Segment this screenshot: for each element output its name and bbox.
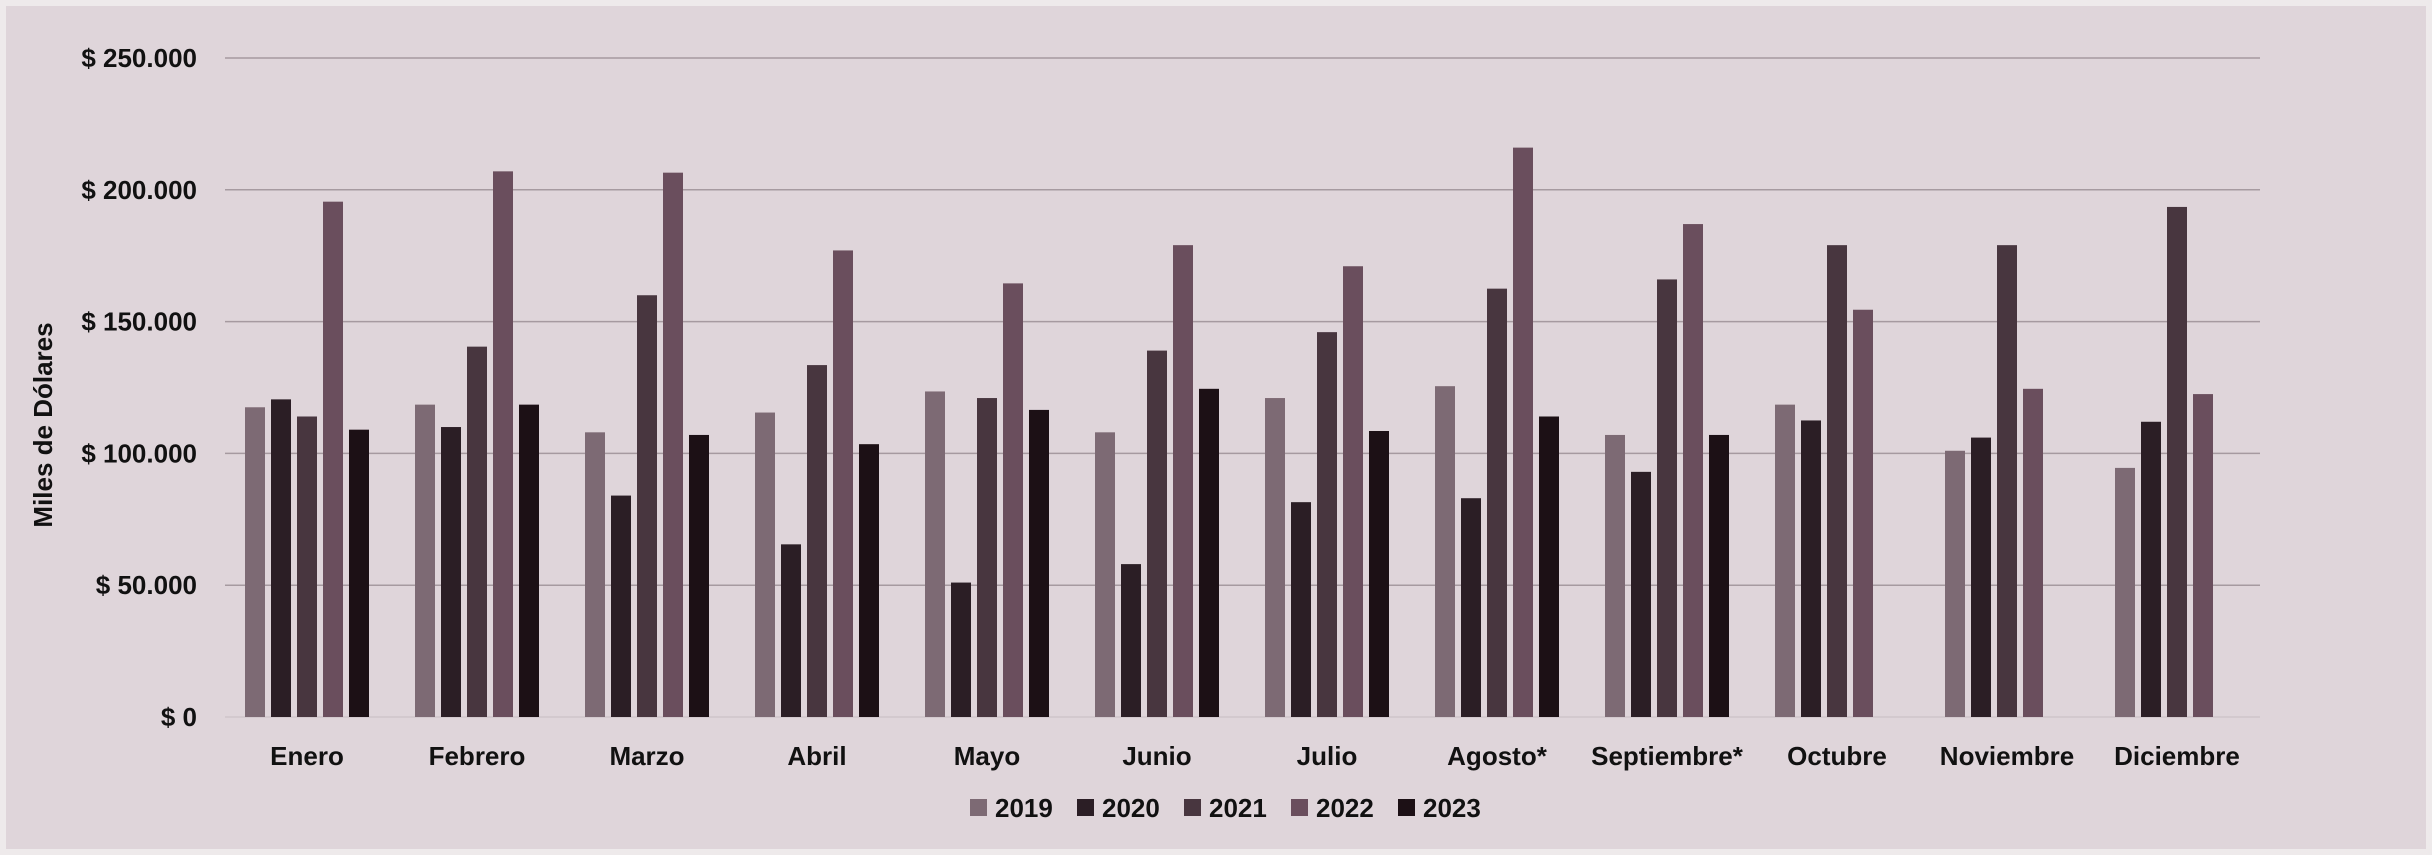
bar-2022-enero — [323, 201, 343, 718]
x-tick-label: Agosto* — [1447, 741, 1548, 771]
bar-2022-abril — [833, 250, 853, 718]
bar-2023-febrero — [519, 404, 539, 717]
bar-2021-octubre — [1827, 245, 1847, 717]
x-tick-label: Abril — [787, 741, 846, 771]
bar-2020-junio — [1121, 564, 1141, 717]
bar-2020-abril — [781, 544, 801, 717]
bar-2021-julio — [1317, 332, 1337, 717]
legend-label-2023: 2023 — [1423, 793, 1481, 823]
bar-2022-agosto — [1513, 147, 1533, 717]
bar-2022-octubre — [1853, 309, 1873, 717]
bar-2019-febrero — [415, 404, 435, 717]
bar-2022-septiembre — [1683, 224, 1703, 717]
bar-2020-enero — [271, 399, 291, 717]
bar-2022-diciembre — [2193, 394, 2213, 717]
bar-2023-septiembre — [1709, 434, 1729, 717]
x-tick-label: Febrero — [429, 741, 526, 771]
x-tick-label: Noviembre — [1940, 741, 2074, 771]
legend-label-2022: 2022 — [1316, 793, 1374, 823]
bar-2019-agosto — [1435, 386, 1455, 717]
y-tick-label: $ 0 — [161, 702, 197, 732]
x-tick-label: Junio — [1122, 741, 1191, 771]
bar-2019-diciembre — [2115, 467, 2135, 717]
bar-2019-abril — [755, 412, 775, 717]
legend-swatch-2021 — [1184, 799, 1201, 816]
legend: 2019 2020 2021 2022 2023 — [970, 793, 1481, 823]
bar-2020-noviembre — [1971, 437, 1991, 717]
bar-2023-mayo — [1029, 409, 1049, 717]
bar-2021-mayo — [977, 398, 997, 717]
bar-2020-febrero — [441, 427, 461, 717]
bar-2021-noviembre — [1997, 245, 2017, 717]
bar-2022-febrero — [493, 171, 513, 717]
bar-2020-diciembre — [2141, 421, 2161, 717]
bar-2022-marzo — [663, 172, 683, 717]
bar-2020-agosto — [1461, 498, 1481, 717]
x-tick-label: Enero — [270, 741, 344, 771]
legend-label-2020: 2020 — [1102, 793, 1160, 823]
bar-2019-mayo — [925, 391, 945, 717]
bars — [245, 147, 2213, 718]
bar-2023-julio — [1369, 430, 1389, 717]
x-tick-label: Octubre — [1787, 741, 1887, 771]
bar-2019-octubre — [1775, 404, 1795, 717]
bar-2021-septiembre — [1657, 279, 1677, 717]
bar-2020-julio — [1291, 502, 1311, 717]
bar-2021-diciembre — [2167, 206, 2187, 717]
y-axis-title: Miles de Dólares — [28, 322, 58, 527]
y-tick-label: $ 50.000 — [96, 570, 197, 600]
bar-2019-junio — [1095, 432, 1115, 717]
y-tick-label: $ 100.000 — [81, 438, 197, 468]
bar-2019-noviembre — [1945, 450, 1965, 717]
legend-swatch-2022 — [1291, 799, 1308, 816]
legend-swatch-2020 — [1077, 799, 1094, 816]
x-tick-label: Marzo — [609, 741, 684, 771]
bar-2023-agosto — [1539, 416, 1559, 717]
bar-2021-junio — [1147, 350, 1167, 717]
y-tick-label: $ 200.000 — [81, 175, 197, 205]
bar-2022-noviembre — [2023, 388, 2043, 717]
x-tick-label: Septiembre* — [1591, 741, 1744, 771]
y-tick-label: $ 250.000 — [81, 43, 197, 73]
bar-2020-marzo — [611, 495, 631, 717]
x-axis-tick-labels: Enero Febrero Marzo Abril Mayo Junio Julio Agos… — [270, 741, 2240, 771]
bar-2021-abril — [807, 365, 827, 717]
bar-2022-julio — [1343, 266, 1363, 717]
x-tick-label: Julio — [1297, 741, 1358, 771]
bar-2021-enero — [297, 416, 317, 717]
bar-2019-septiembre — [1605, 434, 1625, 717]
x-tick-label: Diciembre — [2114, 741, 2240, 771]
bar-2019-marzo — [585, 432, 605, 717]
legend-swatch-2023 — [1398, 799, 1415, 816]
legend-label-2021: 2021 — [1209, 793, 1267, 823]
bar-2022-junio — [1173, 245, 1193, 717]
bar-2023-abril — [859, 444, 879, 717]
bar-2021-agosto — [1487, 288, 1507, 717]
y-axis-tick-labels: $ 0 $ 50.000 $ 100.000 $ 150.000 $ 200.000 $ … — [81, 43, 197, 732]
bar-2023-junio — [1199, 388, 1219, 717]
bar-2022-mayo — [1003, 283, 1023, 717]
gridlines — [225, 57, 2260, 718]
bar-2021-febrero — [467, 346, 487, 717]
bar-2023-marzo — [689, 434, 709, 717]
bar-2021-marzo — [637, 295, 657, 717]
y-tick-label: $ 150.000 — [81, 307, 197, 337]
bar-2019-julio — [1265, 398, 1285, 717]
bar-2023-enero — [349, 429, 369, 717]
legend-label-2019: 2019 — [995, 793, 1053, 823]
bar-2019-enero — [245, 407, 265, 717]
x-tick-label: Mayo — [954, 741, 1020, 771]
bar-2020-octubre — [1801, 420, 1821, 717]
bar-2020-mayo — [951, 582, 971, 717]
bar-2020-septiembre — [1631, 471, 1651, 717]
legend-swatch-2019 — [970, 799, 987, 816]
